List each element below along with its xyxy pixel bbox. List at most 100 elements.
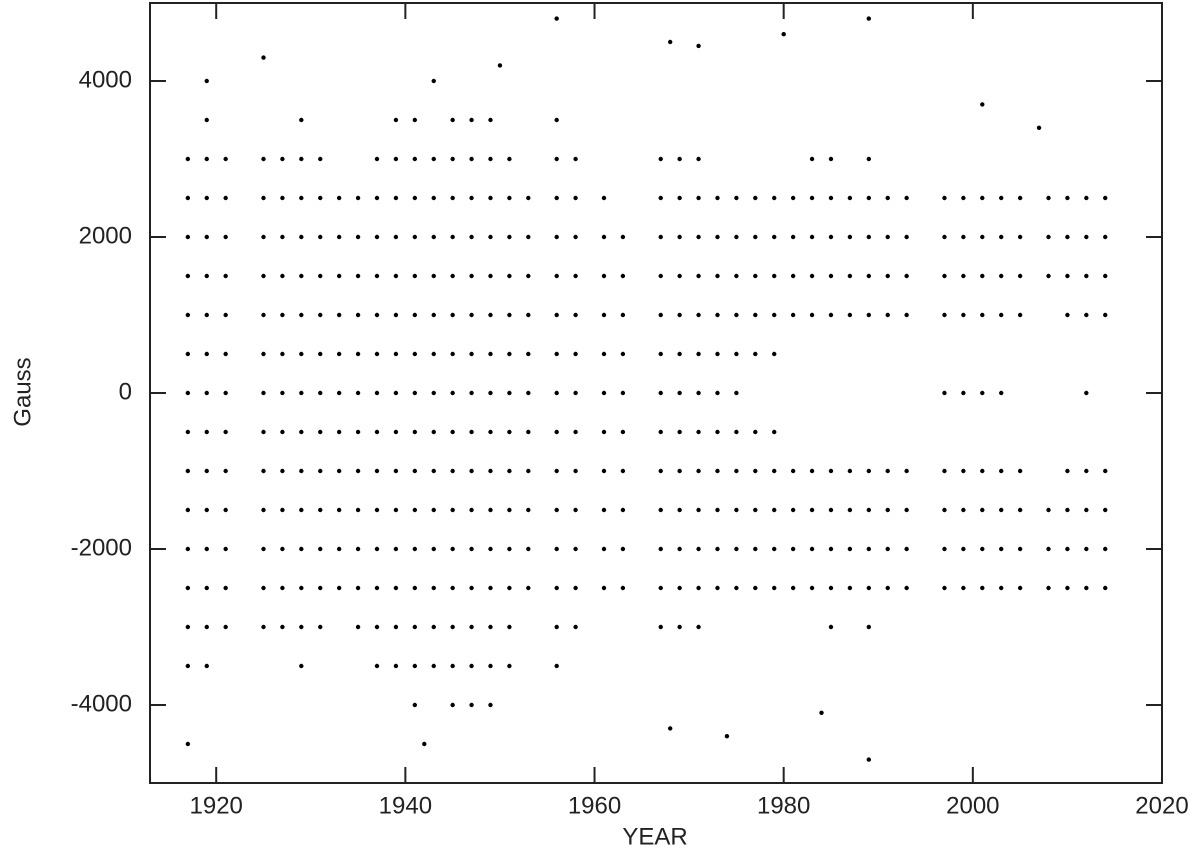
point	[904, 507, 909, 513]
point	[431, 546, 436, 552]
point	[299, 585, 304, 591]
point	[299, 273, 304, 279]
point	[734, 390, 739, 396]
point	[1065, 546, 1070, 552]
point	[847, 312, 853, 318]
point	[715, 351, 720, 357]
point	[677, 156, 682, 162]
point	[828, 156, 834, 162]
point	[469, 312, 474, 318]
point	[450, 702, 455, 708]
point	[488, 585, 493, 591]
point	[828, 273, 834, 279]
point	[942, 507, 947, 513]
point	[431, 351, 436, 357]
point	[999, 390, 1004, 396]
point	[336, 351, 342, 357]
point	[299, 429, 304, 435]
point	[696, 351, 701, 357]
point	[734, 468, 739, 474]
point	[526, 585, 531, 591]
point	[185, 273, 191, 279]
point	[204, 234, 209, 240]
point	[318, 585, 323, 591]
point	[961, 195, 966, 201]
point	[299, 195, 304, 201]
point	[355, 390, 361, 396]
point	[299, 468, 304, 474]
point	[1084, 390, 1089, 396]
point	[1084, 312, 1089, 318]
point	[715, 429, 720, 435]
point	[847, 546, 853, 552]
point	[554, 195, 559, 201]
y-tick-label: -4000	[71, 690, 132, 717]
y-tick-label: 2000	[79, 222, 132, 249]
point	[554, 663, 559, 669]
y-tick-label: 0	[119, 378, 132, 405]
point	[866, 156, 872, 162]
point	[715, 585, 720, 591]
point	[374, 663, 380, 669]
point	[772, 234, 777, 240]
point	[620, 546, 626, 552]
point	[847, 585, 853, 591]
point	[431, 429, 436, 435]
point	[469, 585, 474, 591]
point	[866, 507, 872, 513]
point	[942, 546, 947, 552]
point	[488, 507, 493, 513]
point	[412, 546, 418, 552]
point	[1103, 585, 1108, 591]
point	[336, 585, 342, 591]
point	[497, 63, 503, 68]
point	[185, 507, 191, 513]
point	[601, 546, 607, 552]
point	[261, 312, 266, 318]
point	[866, 546, 872, 552]
point	[393, 195, 399, 201]
point	[1103, 234, 1108, 240]
point	[223, 390, 228, 396]
point	[809, 507, 815, 513]
point	[431, 507, 436, 513]
point	[601, 273, 607, 279]
point	[469, 273, 474, 279]
point	[677, 195, 682, 201]
point	[1017, 273, 1023, 279]
point	[507, 546, 512, 552]
point	[204, 351, 209, 357]
point	[223, 273, 228, 279]
point	[696, 546, 701, 552]
point	[866, 757, 872, 762]
point	[1084, 546, 1089, 552]
point	[469, 663, 474, 669]
point	[336, 546, 342, 552]
point	[573, 468, 578, 474]
point	[355, 351, 361, 357]
point	[573, 585, 578, 591]
point	[507, 663, 512, 669]
point	[696, 390, 701, 396]
point	[1084, 234, 1089, 240]
x-tick-label: 1980	[757, 792, 810, 819]
point	[261, 351, 266, 357]
point	[393, 234, 399, 240]
point	[942, 234, 947, 240]
point	[355, 468, 361, 474]
point	[204, 78, 209, 84]
point	[942, 273, 947, 279]
point	[374, 390, 380, 396]
point	[280, 273, 285, 279]
point	[696, 234, 701, 240]
point	[734, 507, 739, 513]
point	[299, 234, 304, 240]
point	[318, 507, 323, 513]
point	[828, 624, 834, 630]
point	[261, 156, 266, 162]
point	[412, 390, 418, 396]
point	[393, 390, 399, 396]
point	[355, 546, 361, 552]
point	[677, 351, 682, 357]
point	[658, 390, 663, 396]
